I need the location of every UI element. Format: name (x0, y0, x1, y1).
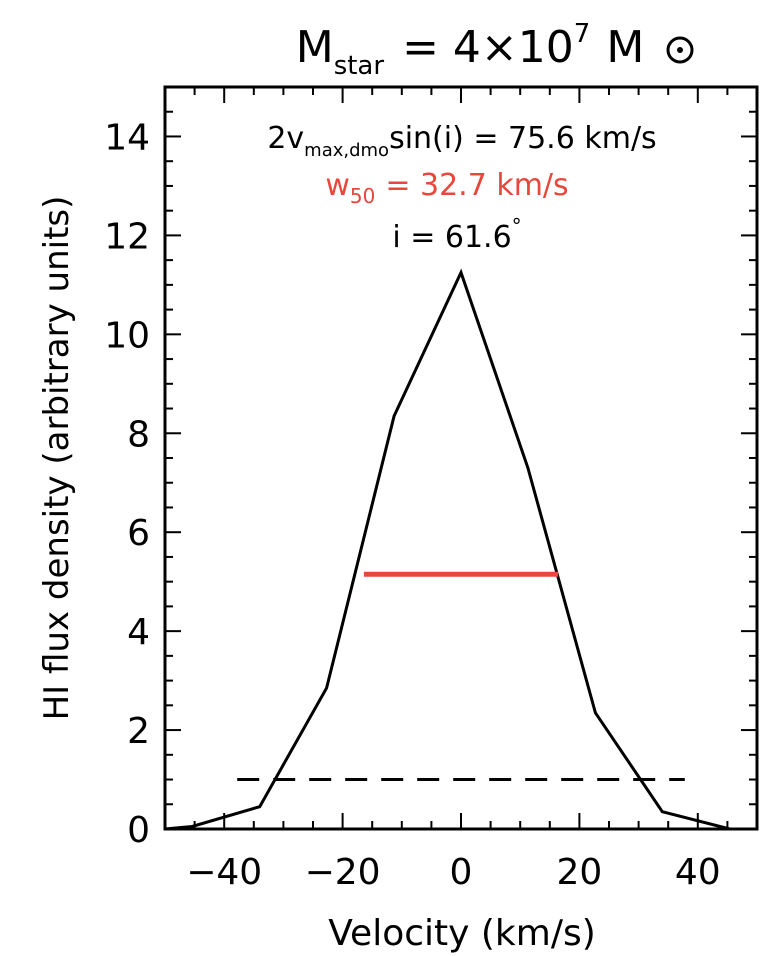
x-tick-label: 0 (450, 852, 473, 893)
x-axis-label: Velocity (km/s) (328, 913, 596, 954)
x-tick-label: 40 (675, 852, 721, 893)
annotation-inclination: i = 61.6° (392, 214, 521, 255)
chart-title: Mstar = 4×107 M (296, 19, 645, 81)
x-tick-label: −20 (305, 852, 381, 893)
annotation-vmax: 2vmax,dmosin(i) = 75.6 km/s (267, 121, 656, 161)
y-tick-label: 10 (104, 315, 150, 356)
y-tick-label: 8 (127, 414, 150, 455)
y-tick-label: 4 (127, 612, 150, 653)
annotation-w50: w50 = 32.7 km/s (325, 168, 568, 208)
profile-line (164, 268, 757, 831)
y-tick-label: 0 (127, 810, 150, 851)
title-middle: = 4×10 (402, 22, 574, 73)
title-subscript: star (334, 51, 385, 81)
title-prefix: M (296, 22, 334, 73)
y-tick-label: 14 (104, 117, 150, 158)
y-tick-label: 6 (127, 513, 150, 554)
x-tick-label: 20 (556, 852, 602, 893)
x-tick-label: −40 (186, 852, 262, 893)
data-series (164, 268, 757, 831)
y-tick-label: 12 (104, 216, 150, 257)
y-tick-label: 2 (127, 711, 150, 752)
title-suffix: M (606, 22, 644, 73)
solar-symbol-icon (666, 36, 694, 64)
y-axis-label: HI flux density (arbitrary units) (37, 196, 77, 721)
title-superscript: 7 (574, 19, 591, 49)
axis-ticks: −40 −20 0 20 40 0 2 4 6 8 10 12 14 (104, 86, 758, 893)
